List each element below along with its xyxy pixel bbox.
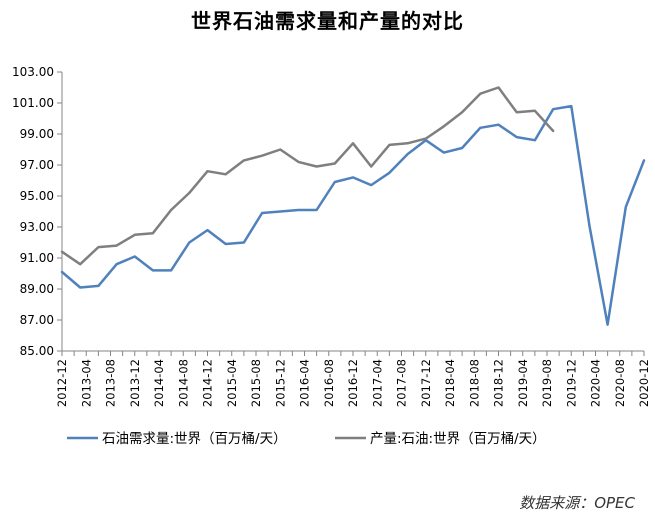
chart-title: 世界石油需求量和产量的对比 xyxy=(191,9,464,33)
y-tick-label: 99.00 xyxy=(20,127,54,141)
x-axis: 2012-12 2013-04 2013-08 2013-12 2014-04 2014-… xyxy=(55,350,651,407)
x-tick-label: 2016-04 xyxy=(298,359,312,407)
x-tick-label: 2013-08 xyxy=(104,359,118,407)
y-tick-label: 85.00 xyxy=(20,344,54,358)
y-tick-label: 87.00 xyxy=(20,313,54,327)
x-tick-label: 2012-12 xyxy=(55,359,69,407)
y-axis: 85.00 87.00 89.00 91.00 93.00 95.00 97.00 99.00… xyxy=(12,65,63,358)
x-tick-label: 2016-08 xyxy=(322,359,336,407)
demand-series-line xyxy=(60,104,646,326)
x-tick-label: 2017-08 xyxy=(395,359,409,407)
x-tick-label: 2019-08 xyxy=(540,359,554,407)
series-layer xyxy=(60,86,646,326)
x-tick-label: 2017-04 xyxy=(370,359,384,407)
x-tick-label: 2013-12 xyxy=(128,359,142,407)
x-tick-label: 2020-08 xyxy=(613,359,627,407)
legend-item-demand-label: 石油需求量:世界（百万桶/天） xyxy=(102,431,287,447)
y-tick-label: 93.00 xyxy=(20,220,54,234)
x-tick-label: 2015-08 xyxy=(249,359,263,407)
x-tick-label: 2020-04 xyxy=(589,359,603,407)
x-tick-label: 2018-04 xyxy=(443,359,457,407)
legend: 石油需求量:世界（百万桶/天） 产量:石油:世界（百万桶/天） xyxy=(67,431,546,447)
x-tick-label: 2016-12 xyxy=(346,359,360,407)
x-tick-label: 2015-04 xyxy=(225,359,239,407)
y-tick-label: 91.00 xyxy=(20,251,54,265)
y-tick-label: 89.00 xyxy=(20,282,54,296)
x-tick-label: 2018-12 xyxy=(492,359,506,407)
x-tick-label: 2013-04 xyxy=(79,359,93,407)
x-tick-label: 2017-12 xyxy=(419,359,433,407)
x-tick-label: 2015-12 xyxy=(273,359,287,407)
x-tick-label: 2019-12 xyxy=(564,359,578,407)
legend-item-production-label: 产量:石油:世界（百万桶/天） xyxy=(370,431,546,447)
x-tick-label: 2014-04 xyxy=(152,359,166,407)
y-tick-label: 95.00 xyxy=(20,189,54,203)
y-tick-label: 97.00 xyxy=(20,158,54,172)
x-tick-label: 2014-12 xyxy=(201,359,215,407)
x-tick-label: 2019-04 xyxy=(516,359,530,407)
x-tick-label: 2020-12 xyxy=(637,359,651,407)
y-tick-label: 101.00 xyxy=(12,96,54,110)
x-tick-label: 2014-08 xyxy=(176,359,190,407)
source-note: 数据来源：OPEC xyxy=(519,494,635,512)
x-tick-label: 2018-08 xyxy=(467,359,481,407)
production-series-line xyxy=(60,86,555,266)
y-tick-label: 103.00 xyxy=(12,65,54,79)
